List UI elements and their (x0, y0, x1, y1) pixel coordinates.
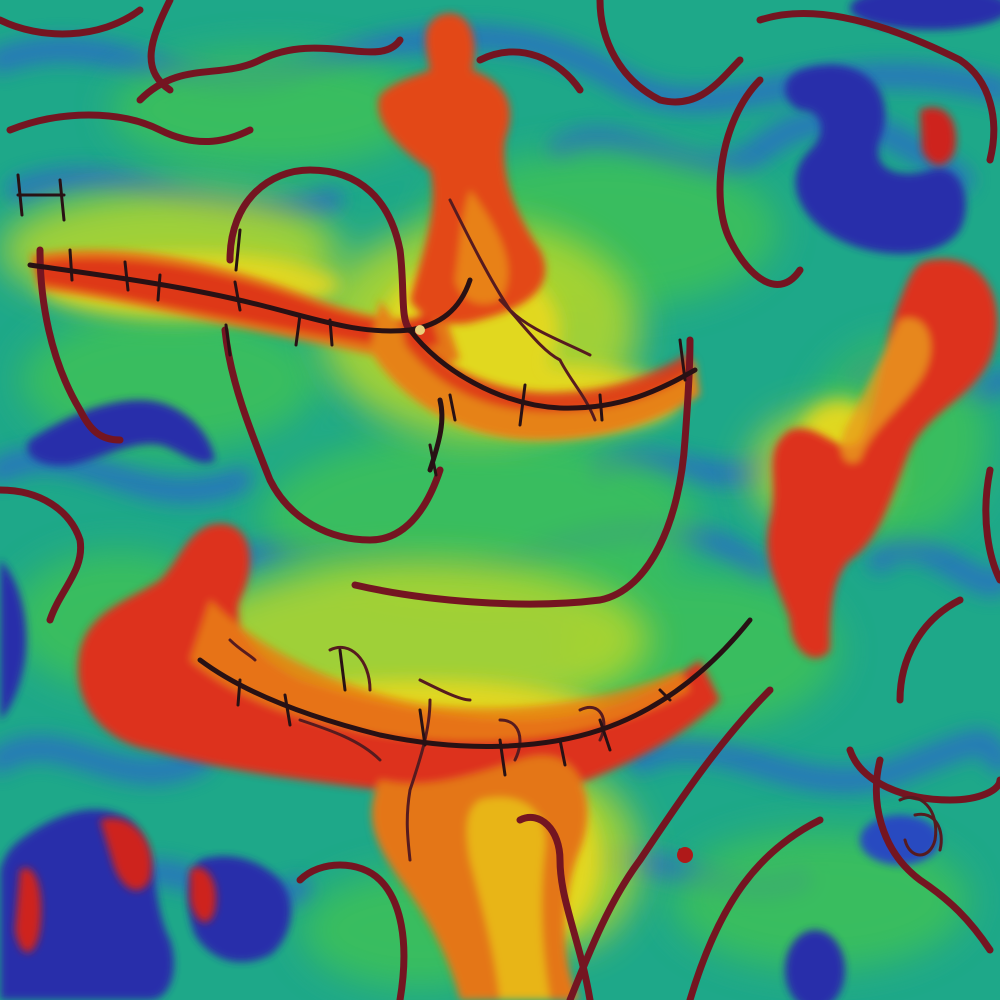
left-edge-blue-strip (0, 560, 27, 720)
black-spine-lines (27, 262, 753, 749)
lower-spine-line (197, 617, 753, 749)
left-blue-blob (27, 400, 216, 466)
lower-loop-contour (221, 326, 444, 544)
thin-tendril-lines (228, 198, 943, 862)
right-hook-contour (716, 76, 804, 288)
central-red-figure (378, 13, 546, 324)
red-blob-accents (15, 107, 956, 953)
middle-spine-line (407, 327, 698, 411)
bottom-right-blue-blob (785, 930, 845, 1000)
upper-spine-line (27, 262, 473, 334)
spine-tick-marks (16, 173, 687, 777)
right-red-flame (767, 258, 998, 659)
top-left-contour (0, 6, 144, 38)
bottom-mid-blue-blob (188, 856, 291, 963)
red-dots (415, 325, 693, 863)
u-shaped-contour (351, 336, 694, 608)
inner-loop-contour (226, 166, 414, 334)
top-right-blue-hook (785, 64, 966, 254)
top-right-blue-cap (850, 0, 1000, 30)
